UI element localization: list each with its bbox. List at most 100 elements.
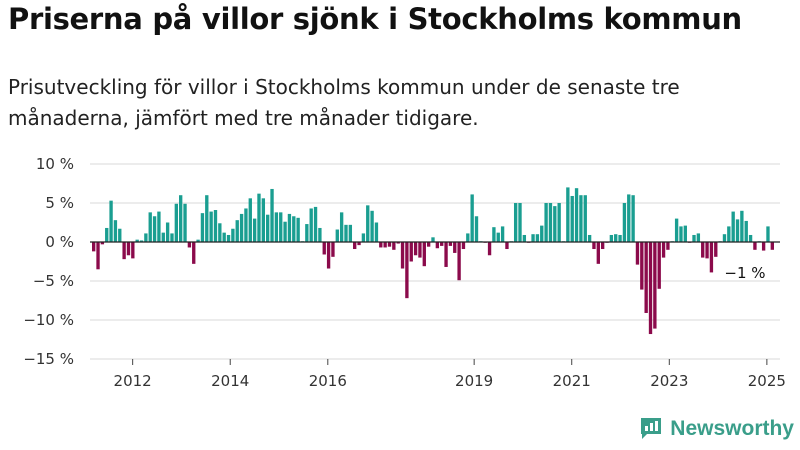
bar [766, 226, 770, 242]
bar [326, 242, 331, 269]
bar [761, 242, 766, 251]
bar [683, 225, 687, 242]
x-tick-label: 2021 [553, 372, 591, 390]
bar [218, 223, 222, 242]
bar [614, 234, 618, 242]
bar [139, 240, 144, 242]
bar [731, 211, 735, 242]
bar [618, 234, 622, 242]
bar [118, 228, 122, 242]
bar [370, 210, 374, 242]
bar [426, 242, 431, 247]
bar [648, 242, 653, 335]
bar [770, 242, 774, 250]
bar [135, 239, 139, 242]
bar [548, 203, 553, 242]
bar [640, 242, 644, 290]
bar [157, 211, 161, 242]
bar [279, 212, 283, 242]
gridlines [90, 163, 780, 360]
bar [100, 242, 105, 245]
bar [714, 242, 718, 257]
bar [187, 242, 192, 248]
bar [161, 232, 165, 242]
y-tick-label: 0 % [45, 233, 74, 251]
bar [722, 234, 727, 242]
bar [105, 227, 109, 242]
bar [239, 213, 244, 242]
y-axis-labels: 10 % 5 % 0 % −5 % −10 % −15 % [23, 155, 74, 368]
bar [209, 211, 213, 242]
bar [196, 239, 200, 242]
bar [579, 195, 583, 242]
y-tick-label: 10 % [36, 155, 74, 173]
bar [653, 242, 657, 329]
bar [600, 242, 605, 250]
bar [148, 212, 152, 242]
bar [470, 194, 474, 242]
bar [313, 206, 318, 242]
newsworthy-logo-icon [638, 414, 664, 444]
bar [631, 195, 635, 242]
bar [305, 224, 309, 242]
bar [235, 220, 239, 242]
bars [92, 187, 774, 335]
bar [440, 242, 444, 246]
last-value-annotation: −1 % [724, 264, 765, 282]
bar [657, 242, 661, 289]
bar [252, 218, 257, 242]
bar [535, 234, 540, 242]
bar [353, 242, 357, 250]
newsworthy-brand[interactable]: Newsworthy [638, 414, 794, 444]
chart-title: Priserna på villor sjönk i Stockholms ko… [8, 2, 742, 36]
bar [366, 205, 370, 242]
bar [418, 242, 422, 258]
x-tick-label: 2019 [455, 372, 493, 390]
bar [296, 217, 300, 242]
bar [544, 203, 548, 242]
bar [474, 216, 479, 242]
bar [696, 233, 701, 242]
bar [331, 242, 335, 257]
bar [557, 203, 561, 242]
bar [348, 224, 353, 242]
bar [109, 200, 113, 242]
bar [566, 187, 570, 242]
bar [518, 203, 522, 242]
bar [374, 222, 379, 242]
bar [292, 216, 296, 242]
bar [361, 233, 366, 242]
bar [413, 242, 418, 256]
bar [387, 242, 392, 247]
bar [283, 221, 287, 242]
bar [200, 213, 205, 242]
bar [692, 234, 696, 242]
bar [748, 234, 753, 242]
bar [266, 214, 270, 242]
chart-subtitle: Prisutveckling för villor i Stockholms k… [8, 75, 680, 130]
bar [165, 222, 170, 242]
bar [113, 220, 118, 242]
bar [461, 242, 466, 250]
bar [457, 242, 461, 281]
brand-name: Newsworthy [670, 417, 794, 440]
bar [753, 242, 757, 250]
bar [570, 195, 574, 242]
bar [492, 227, 496, 242]
bar [309, 208, 313, 242]
bar [222, 232, 226, 242]
bar [744, 220, 748, 242]
bar [513, 203, 518, 242]
bar [466, 233, 470, 242]
bar [587, 234, 592, 242]
bar [553, 206, 557, 242]
bar [674, 218, 679, 242]
bar [257, 193, 261, 242]
bar [318, 227, 322, 242]
bar [596, 242, 600, 264]
bar [179, 195, 183, 242]
bar [740, 210, 744, 242]
bar [574, 188, 579, 242]
bar [122, 242, 126, 260]
